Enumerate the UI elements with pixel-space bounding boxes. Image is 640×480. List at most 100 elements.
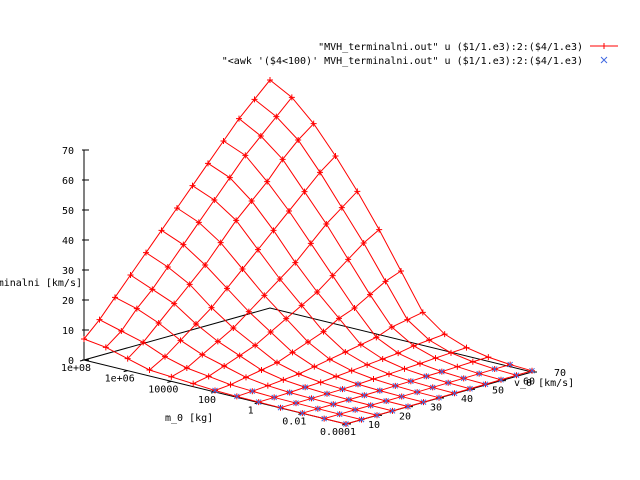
data-point	[414, 389, 421, 396]
data-point	[233, 393, 240, 400]
data-point	[227, 381, 234, 388]
data-point	[205, 373, 212, 380]
data-point	[302, 384, 309, 391]
y-tick-label: 50	[492, 385, 504, 396]
data-point	[224, 285, 230, 292]
data-point	[529, 367, 535, 374]
data-point	[342, 349, 349, 355]
data-point	[420, 399, 427, 406]
data-point	[498, 376, 504, 383]
y-tick-label: 20	[399, 411, 411, 422]
data-point	[370, 376, 377, 382]
data-point	[485, 354, 492, 361]
data-point	[311, 363, 318, 370]
data-point	[373, 334, 380, 341]
data-point	[242, 152, 249, 159]
data-point	[332, 153, 339, 159]
legend-entry-label: "<awk '($4<100)' MVH_terminalni.out" u (…	[222, 56, 583, 67]
data-point	[360, 240, 367, 246]
data-point	[143, 249, 149, 256]
data-point	[277, 404, 284, 411]
data-point	[274, 359, 280, 366]
data-point	[469, 358, 476, 365]
x-tick-label: 100	[198, 395, 216, 406]
data-point	[171, 300, 178, 307]
data-point	[345, 396, 352, 403]
data-point	[180, 241, 187, 248]
data-point	[336, 411, 343, 418]
data-point	[174, 205, 180, 211]
data-point	[211, 197, 218, 203]
z-axis-label: terminalni [km/s]	[0, 278, 82, 289]
data-point	[264, 382, 271, 389]
data-point	[330, 401, 337, 408]
data-point	[314, 289, 321, 295]
data-point	[280, 376, 287, 383]
data-point	[419, 309, 426, 316]
mesh-line-m	[171, 190, 358, 378]
z-axis: 0 10 20 30 40 50 60 70	[62, 146, 89, 367]
data-point	[339, 386, 346, 393]
data-point	[308, 395, 315, 402]
data-point	[168, 373, 175, 380]
data-point	[383, 397, 390, 404]
data-point	[236, 352, 243, 359]
data-point	[410, 342, 417, 349]
data-point	[257, 133, 264, 139]
data-point	[376, 226, 383, 233]
data-point	[255, 246, 261, 253]
data-point	[467, 385, 473, 392]
data-point	[199, 351, 206, 358]
data-point	[276, 276, 283, 282]
data-point	[389, 407, 396, 414]
data-point	[158, 227, 165, 234]
data-point	[186, 281, 193, 288]
data-point	[323, 221, 330, 227]
mesh-line-m	[192, 229, 380, 385]
data-point	[301, 188, 308, 195]
mesh-line-m	[214, 270, 402, 391]
data-point	[343, 420, 349, 427]
z-tick-label: 20	[62, 296, 74, 307]
data-point	[367, 291, 373, 298]
x-tick	[167, 380, 172, 383]
z-tick-label: 30	[62, 266, 74, 277]
data-point	[326, 356, 333, 363]
x-axis-label: m_0 [kg]	[165, 413, 213, 424]
data-point	[476, 370, 483, 377]
data-point	[305, 339, 311, 345]
z-tick-label: 0	[68, 356, 74, 367]
data-point	[293, 400, 299, 407]
data-point	[463, 344, 470, 351]
data-point	[395, 350, 402, 357]
data-point	[177, 337, 184, 344]
x-tick-label: 10000	[148, 384, 178, 395]
data-point	[289, 349, 296, 356]
data-point	[329, 272, 336, 279]
data-point	[221, 363, 228, 369]
z-tick-label: 40	[62, 236, 74, 247]
data-point	[226, 174, 233, 181]
mesh-line-v	[254, 98, 517, 376]
x-tick-label: 1e+08	[61, 363, 91, 374]
data-point	[354, 188, 361, 195]
x-tick-label: 0.01	[282, 416, 306, 427]
x-tick	[123, 370, 128, 373]
data-point	[292, 259, 299, 266]
data-point	[417, 360, 423, 367]
data-point	[482, 381, 489, 388]
data-point	[352, 406, 359, 413]
data-point	[388, 324, 395, 330]
y-axis-label: v_0 [km/s]	[514, 378, 574, 389]
data-point	[405, 403, 411, 410]
data-point	[451, 390, 458, 397]
data-point	[133, 305, 140, 312]
data-point	[423, 373, 430, 380]
data-point	[445, 379, 452, 386]
data-point	[355, 381, 361, 388]
data-points	[81, 77, 535, 427]
data-point	[317, 169, 323, 176]
legend: "MVH_terminalni.out" u ($1/1.e3):2:($4/1…	[222, 42, 618, 67]
data-point	[255, 399, 262, 406]
data-point	[398, 268, 404, 274]
